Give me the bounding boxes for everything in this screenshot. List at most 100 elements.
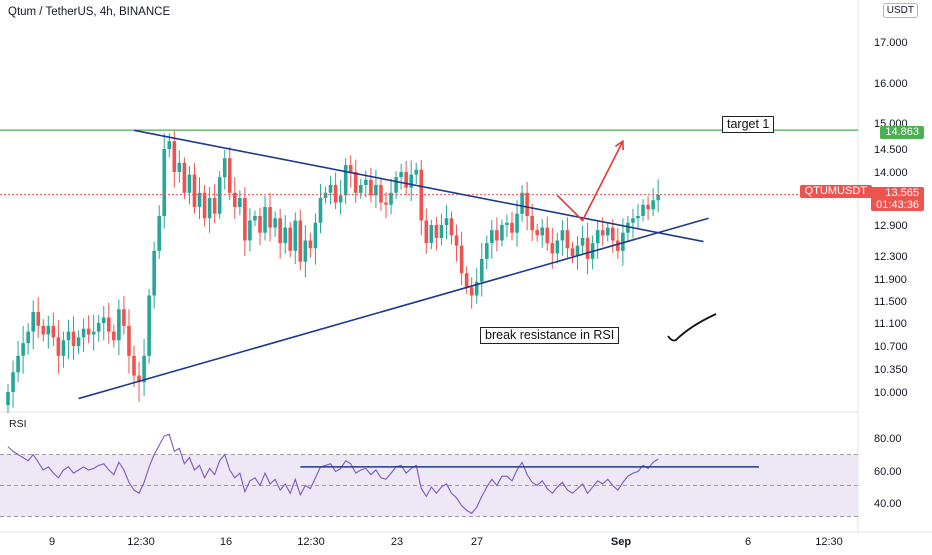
candle-body	[520, 192, 524, 214]
candle-body	[283, 227, 287, 244]
candle-body	[323, 192, 328, 198]
candle-body	[187, 174, 192, 193]
candle	[101, 305, 106, 341]
candle-body	[263, 207, 267, 233]
candle-body	[86, 328, 91, 335]
candle-body	[333, 185, 338, 203]
candle	[605, 221, 610, 242]
projection-arrow	[556, 140, 624, 222]
candle	[500, 219, 504, 247]
candle-body	[474, 281, 479, 296]
candle	[515, 200, 519, 247]
candle	[142, 339, 146, 396]
candle-body	[36, 312, 41, 326]
checkmark-icon	[667, 313, 717, 342]
candle-body	[91, 331, 96, 335]
candle-body	[293, 220, 298, 251]
candle-body	[636, 216, 640, 219]
candle-body	[439, 225, 444, 238]
candle-body	[172, 141, 177, 172]
candle	[238, 190, 242, 216]
candle-body	[303, 240, 308, 262]
candle-body	[570, 248, 575, 256]
candle	[464, 266, 469, 294]
price-tick-label: 10.000	[874, 387, 908, 399]
candle-body	[545, 227, 550, 244]
candle	[646, 196, 650, 221]
candle-body	[469, 287, 474, 296]
candle	[51, 312, 56, 346]
time-axis: 9 12:30 16 12:30 23 27 Sep 6 12:30	[49, 536, 843, 548]
chart-title: Qtum / TetherUS, 4h, BINANCE	[8, 6, 171, 18]
candle	[656, 179, 660, 213]
candle	[611, 219, 615, 253]
time-tick-label: 27	[471, 536, 483, 548]
candle	[424, 208, 429, 254]
candle	[278, 208, 282, 259]
last-price-label: 13.565 01:43:36	[871, 187, 924, 211]
candle	[545, 216, 550, 251]
candle	[560, 220, 565, 256]
candle-body	[353, 172, 358, 193]
candle-body	[444, 218, 449, 225]
candle	[71, 316, 76, 360]
time-tick-label: 16	[220, 536, 232, 548]
grid	[0, 0, 932, 533]
rsi-tick-label: 40.00	[874, 498, 902, 510]
candle	[303, 225, 308, 278]
candle	[233, 177, 237, 220]
candle	[207, 187, 212, 233]
candle	[389, 178, 393, 215]
candle	[26, 323, 30, 355]
candle	[490, 220, 494, 259]
candle	[570, 242, 575, 263]
candle	[248, 208, 252, 252]
candle-body	[580, 237, 585, 246]
candles	[6, 130, 660, 414]
projection-arrowhead	[615, 139, 624, 151]
rsi-tick-label: 80.00	[874, 433, 902, 445]
candle	[197, 177, 202, 220]
candle-body	[510, 222, 514, 233]
candle	[112, 324, 116, 348]
price-tick-label: 12.300	[874, 251, 908, 263]
candle	[631, 208, 635, 238]
candle	[495, 217, 499, 252]
candle-body	[107, 317, 111, 332]
candle	[651, 188, 655, 216]
candle	[122, 296, 126, 335]
candle-body	[71, 331, 76, 346]
candle-body	[641, 204, 645, 216]
candle-body	[318, 198, 323, 223]
candle	[575, 236, 580, 270]
candle-body	[167, 141, 172, 149]
candle	[31, 300, 35, 350]
candle-body	[268, 207, 272, 228]
currency-selector[interactable]: USDT	[882, 3, 918, 18]
rsi-pane	[0, 433, 858, 517]
candle-body	[555, 240, 560, 254]
candle-body	[253, 216, 257, 221]
candle	[626, 216, 630, 243]
candle	[66, 319, 71, 360]
candle-body	[399, 172, 403, 178]
candle-body	[6, 392, 10, 406]
candle-body	[31, 312, 35, 332]
time-tick-label: 23	[391, 536, 403, 548]
candle-body	[374, 185, 378, 196]
candle-body	[525, 192, 529, 216]
candle	[419, 160, 424, 236]
candle	[192, 163, 197, 214]
candle	[212, 183, 217, 224]
candle-body	[631, 218, 635, 223]
candle-body	[490, 230, 494, 244]
candle-body	[585, 237, 590, 259]
candle-body	[233, 192, 237, 207]
candle-body	[238, 198, 242, 207]
candle	[117, 299, 121, 356]
candle	[404, 160, 408, 196]
candle	[595, 220, 600, 259]
candle-body	[485, 243, 489, 259]
